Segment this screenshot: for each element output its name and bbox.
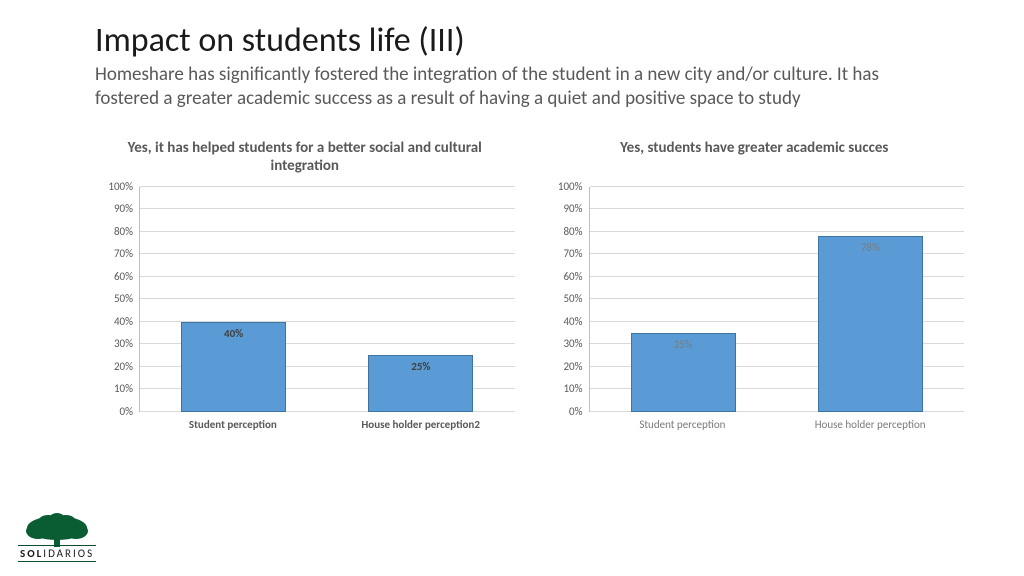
bars: 40% 25%	[140, 187, 515, 412]
plot-area: 40% 25%	[139, 187, 515, 412]
bar-slot: 35%	[590, 187, 777, 412]
bars: 35% 78%	[590, 187, 965, 412]
chart-body: 100% 90% 80% 70% 60% 50% 40% 30% 20% 10%…	[545, 187, 965, 412]
plot-area: 35% 78%	[589, 187, 965, 412]
page-subtitle: Homeshare has significantly fostered the…	[95, 63, 935, 111]
bar-label: 40%	[182, 327, 285, 340]
logo-rest: IDARIOS	[43, 547, 94, 560]
x-axis: Student perception House holder percepti…	[139, 418, 515, 431]
bar-slot: 40%	[140, 187, 327, 412]
chart-title: Yes, students have greater academic succ…	[545, 139, 965, 177]
bar-label: 35%	[632, 338, 735, 351]
tree-icon	[18, 513, 96, 547]
chart-title: Yes, it has helped students for a better…	[95, 139, 515, 177]
x-label: House holder perception	[776, 418, 964, 431]
y-axis: 100% 90% 80% 70% 60% 50% 40% 30% 20% 10%…	[545, 187, 589, 412]
slide: Impact on students life (III) Homeshare …	[0, 0, 1024, 431]
bar-label: 25%	[369, 360, 472, 373]
charts-row: Yes, it has helped students for a better…	[95, 139, 964, 431]
x-label: House holder perception2	[327, 418, 515, 431]
bar-householder: 78%	[818, 236, 923, 412]
x-label: Student perception	[589, 418, 777, 431]
chart-integration: Yes, it has helped students for a better…	[95, 139, 515, 431]
bar-label: 78%	[819, 241, 922, 254]
y-axis: 100% 90% 80% 70% 60% 50% 40% 30% 20% 10%…	[95, 187, 139, 412]
x-axis: Student perception House holder percepti…	[589, 418, 965, 431]
bar-student: 35%	[631, 333, 736, 412]
page-title: Impact on students life (III)	[95, 20, 964, 61]
bar-slot: 78%	[777, 187, 964, 412]
bar-householder: 25%	[368, 355, 473, 411]
chart-academic: Yes, students have greater academic succ…	[545, 139, 965, 431]
bar-student: 40%	[181, 322, 286, 412]
chart-body: 100% 90% 80% 70% 60% 50% 40% 30% 20% 10%…	[95, 187, 515, 412]
bar-slot: 25%	[327, 187, 514, 412]
logo-solidarios: SOLIDARIOS	[18, 513, 96, 562]
logo-text: SOLIDARIOS	[18, 545, 96, 562]
x-label: Student perception	[139, 418, 327, 431]
logo-bold: SOL	[20, 547, 43, 560]
